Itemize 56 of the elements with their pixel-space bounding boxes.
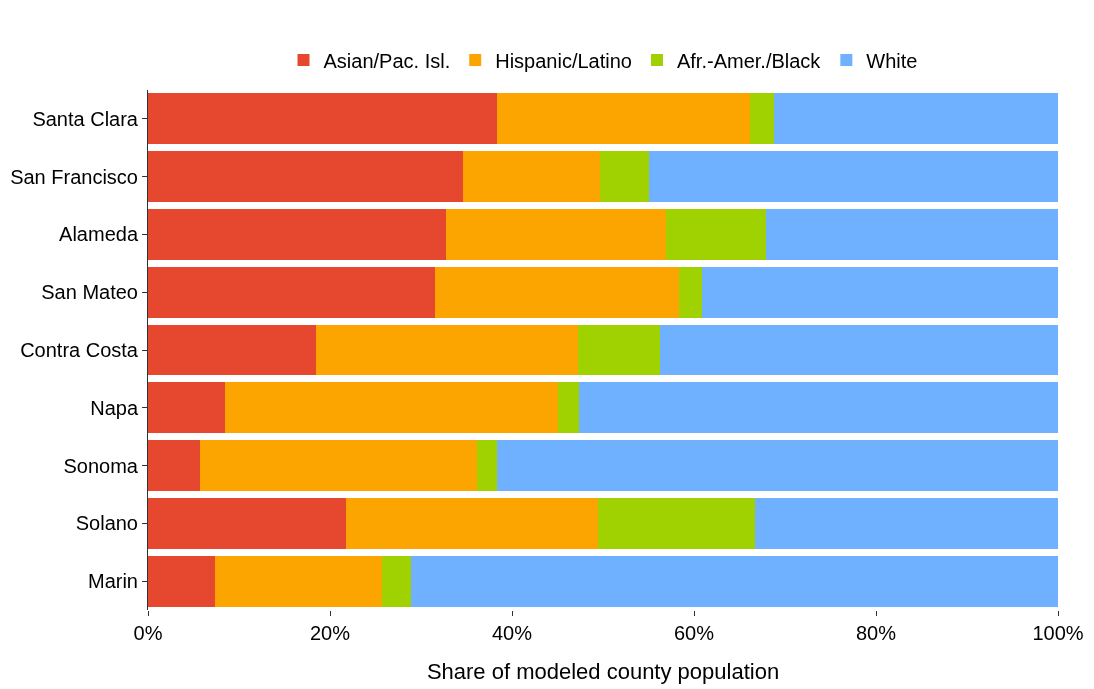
bar [558, 382, 580, 434]
bar [381, 555, 411, 607]
bar [148, 497, 347, 549]
bar [148, 209, 446, 260]
bar [678, 266, 703, 318]
bar [215, 555, 382, 607]
bar [600, 151, 649, 203]
y-tick-label: Sonoma [63, 454, 139, 477]
bar [410, 555, 1058, 607]
legend-label: Hispanic/Latino [495, 49, 632, 72]
bar [749, 93, 775, 145]
bar [346, 497, 599, 549]
x-tick-label: 80% [855, 622, 897, 644]
legend-label: Afr.-Amer./Black [676, 49, 822, 72]
x-tick-label: 100% [1032, 622, 1084, 644]
bar [462, 151, 601, 203]
bar [148, 555, 216, 607]
bar [148, 324, 317, 376]
y-tick-label: Marin [87, 570, 138, 593]
bar [148, 440, 200, 491]
bar [496, 93, 750, 145]
y-tick-label: San Mateo [41, 281, 138, 304]
x-axis-title: Share of modeled county population [426, 658, 780, 684]
bar [316, 324, 579, 376]
bar [225, 382, 559, 434]
y-tick-label: Solano [75, 512, 138, 535]
bar [496, 440, 1058, 491]
bar [148, 93, 497, 145]
bar [476, 440, 497, 491]
bar [148, 266, 435, 318]
bar [199, 440, 477, 491]
bar [445, 209, 666, 260]
bar [579, 382, 1058, 434]
y-tick-label: San Francisco [10, 165, 138, 188]
x-tick-label: 40% [491, 622, 533, 644]
bar [578, 324, 661, 376]
legend-label: Asian/Pac. Isl. [323, 49, 451, 72]
bar [148, 382, 226, 434]
bar [702, 266, 1058, 318]
x-tick-label: 20% [309, 622, 351, 644]
y-tick-label: Santa Clara [32, 107, 139, 130]
bar [774, 93, 1058, 145]
legend-label: White [866, 49, 918, 72]
y-tick-label: Alameda [59, 223, 139, 246]
x-tick-label: 60% [673, 622, 715, 644]
bar [434, 266, 679, 318]
bar [598, 497, 755, 549]
bar [648, 151, 1058, 203]
x-tick-label: 0% [133, 622, 163, 644]
bar [660, 324, 1058, 376]
bar [148, 151, 463, 203]
bar [665, 209, 766, 260]
y-tick-label: Napa [90, 396, 139, 419]
bar [765, 209, 1058, 260]
y-tick-label: Contra Costa [20, 339, 139, 361]
bar [754, 497, 1058, 549]
